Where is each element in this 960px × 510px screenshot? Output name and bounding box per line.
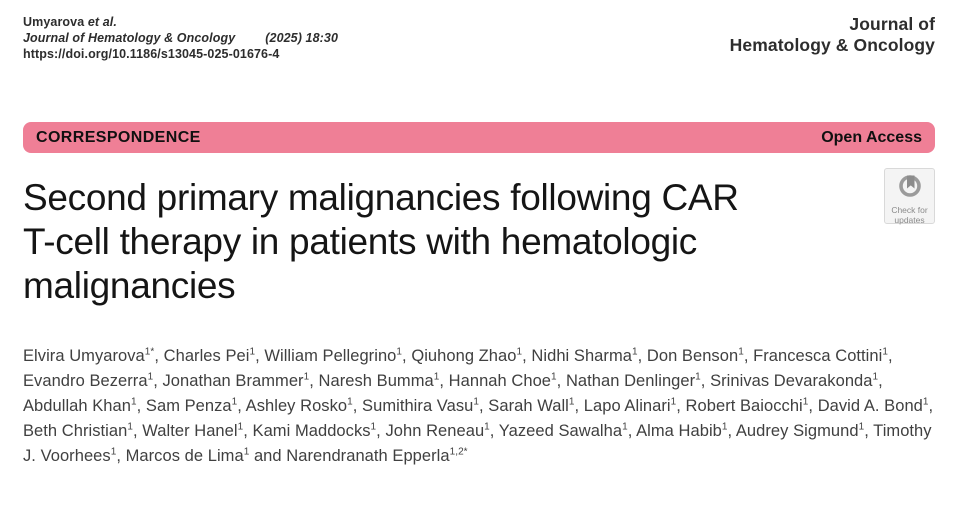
title-line-1: Second primary malignancies following CA… [23, 177, 739, 218]
title-line-3: malignancies [23, 265, 236, 306]
journal-masthead: Journal of Hematology & Oncology [730, 14, 935, 56]
title-row: Second primary malignancies following CA… [23, 168, 935, 308]
author: Elvira Umyarova1* [23, 346, 155, 365]
author: Nidhi Sharma1 [531, 346, 638, 365]
author: Qiuhong Zhao1 [411, 346, 523, 365]
citation-journal-line: Journal of Hematology & Oncology (2025) 1… [23, 30, 338, 46]
author: William Pellegrino1 [264, 346, 403, 365]
author: Nathan Denlinger1 [565, 371, 701, 390]
doi-link[interactable]: https://doi.org/10.1186/s13045-025-01676… [23, 47, 280, 61]
author: Sarah Wall1 [488, 396, 575, 415]
article-title: Second primary malignancies following CA… [23, 176, 884, 308]
author: Jonathan Brammer1 [162, 371, 310, 390]
author: Abdullah Khan1 [23, 396, 137, 415]
author: Charles Pei1 [163, 346, 256, 365]
author: Narendranath Epperla1,2* [286, 446, 468, 465]
author: Alma Habib1 [636, 421, 728, 440]
badge-text-line1: Check for [891, 205, 928, 215]
author: Kami Maddocks1 [252, 421, 377, 440]
author: Sam Penza1 [145, 396, 238, 415]
citation-block: Umyarova et al. Journal of Hematology & … [23, 14, 338, 62]
page-header: Umyarova et al. Journal of Hematology & … [23, 14, 935, 62]
author: David A. Bond1 [817, 396, 929, 415]
author: Timothy J. Voorhees1 [23, 422, 932, 465]
citation-author: Umyarova [23, 15, 85, 29]
author: Srinivas Devarakonda1 [710, 371, 879, 390]
crossmark-icon [897, 173, 923, 204]
citation-doi-line: https://doi.org/10.1186/s13045-025-01676… [23, 46, 338, 62]
journal-name-line2: Hematology & Oncology [729, 35, 935, 55]
badge-text-line2: updates [894, 214, 925, 225]
author: Hannah Choe1 [448, 371, 557, 390]
author: Ashley Rosko1 [245, 396, 353, 415]
author: Beth Christian1 [23, 421, 133, 440]
citation-authors-line: Umyarova et al. [23, 14, 338, 30]
author: Sumithira Vasu1 [362, 396, 480, 415]
author: Walter Hanel1 [142, 421, 244, 440]
article-type-label: CORRESPONDENCE [36, 128, 201, 146]
author: Robert Baiocchi1 [685, 396, 809, 415]
author: Audrey Sigmund1 [735, 421, 865, 440]
author: Francesca Cottini1 [753, 346, 888, 365]
check-for-updates-label: Check for updates [891, 205, 928, 225]
author: Marcos de Lima1 [125, 446, 250, 465]
title-line-2: T-cell therapy in patients with hematolo… [23, 221, 698, 262]
author: Yazeed Sawalha1 [498, 421, 628, 440]
article-type-banner: CORRESPONDENCE Open Access [23, 122, 935, 153]
citation-etal: et al. [87, 15, 117, 29]
author: Lapo Alinari1 [583, 396, 677, 415]
author: Don Benson1 [646, 346, 744, 365]
open-access-label: Open Access [821, 128, 922, 146]
citation-issue: (2025) 18:30 [265, 31, 339, 45]
author-list: Elvira Umyarova1*, Charles Pei1, William… [23, 346, 934, 465]
citation-journal: Journal of Hematology & Oncology [23, 31, 236, 45]
author: Naresh Bumma1 [318, 371, 440, 390]
journal-name-line1: Journal of [849, 14, 935, 34]
author: John Reneau1 [385, 421, 490, 440]
check-for-updates-button[interactable]: Check for updates [884, 168, 935, 224]
author: Evandro Bezerra1 [23, 371, 154, 390]
